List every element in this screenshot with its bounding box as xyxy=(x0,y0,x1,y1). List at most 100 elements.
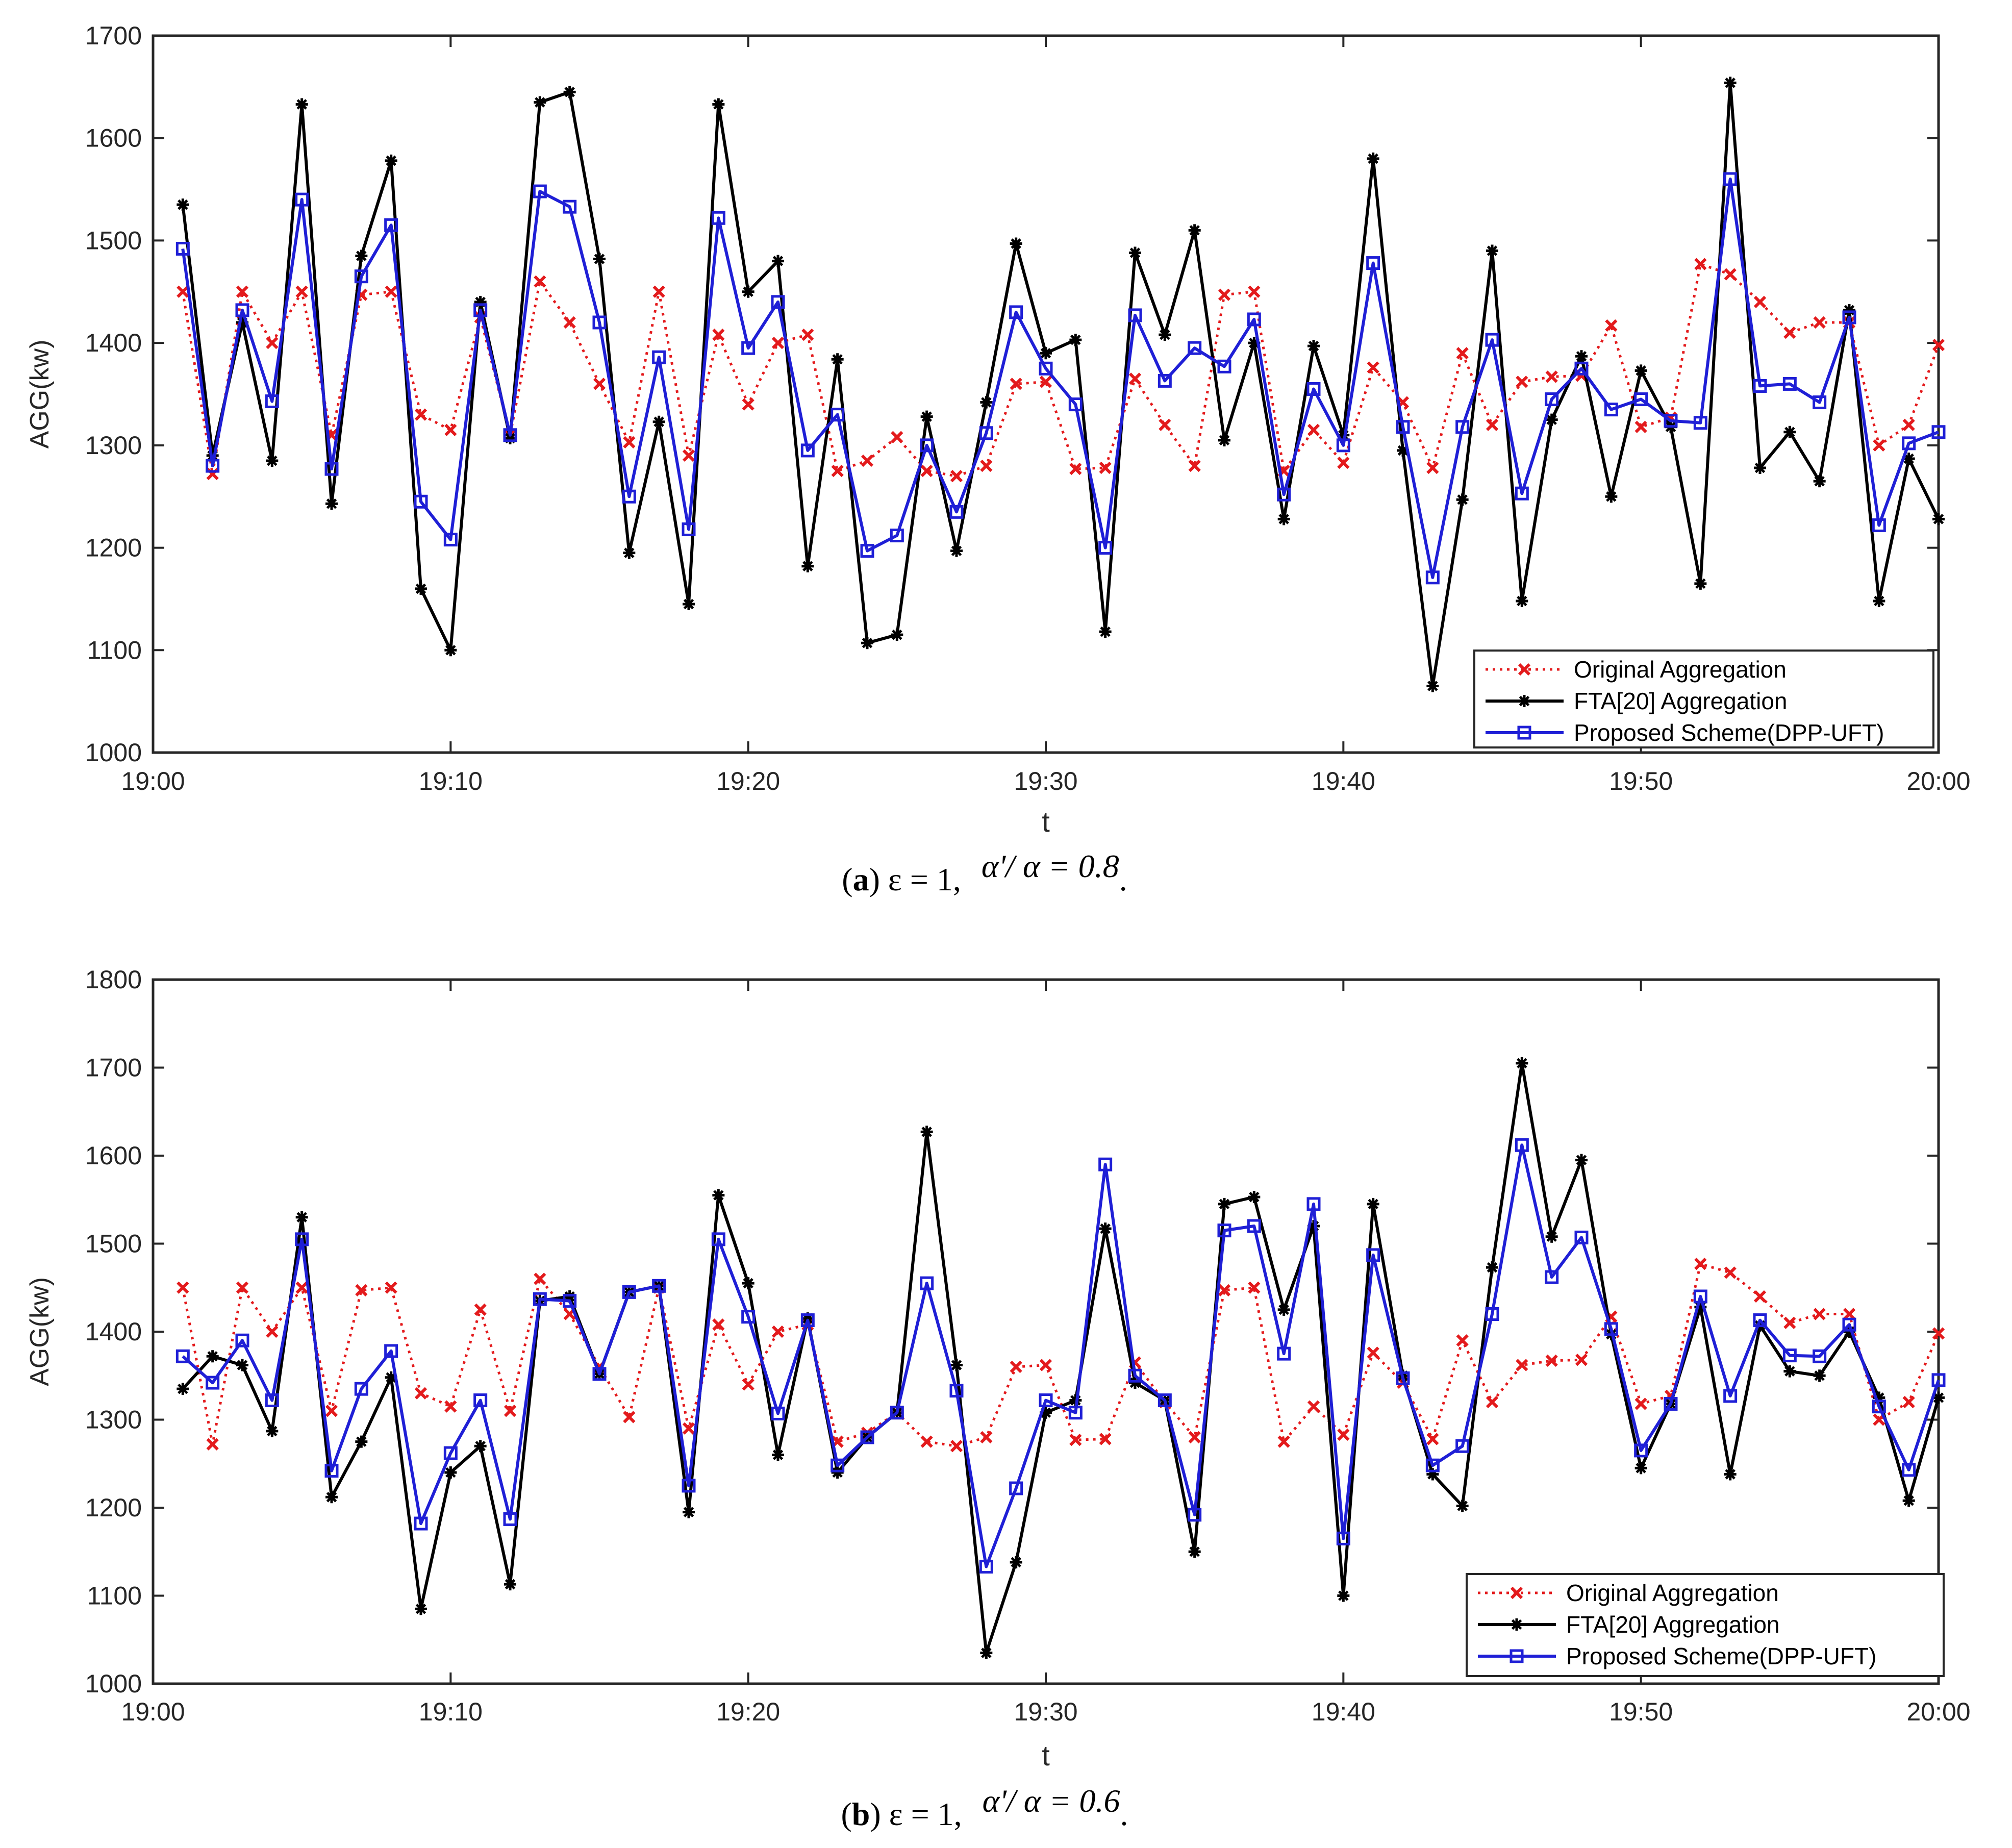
point-fta xyxy=(1634,364,1647,377)
point-proposed xyxy=(860,544,874,558)
point-proposed xyxy=(1336,1531,1350,1545)
y-tick-label: 1100 xyxy=(87,636,142,664)
caption-paren-close: ) xyxy=(870,1796,889,1832)
plot-area-frame xyxy=(152,34,1940,754)
plot-area-frame xyxy=(152,978,1940,1685)
x-tick-label: 19:30 xyxy=(1014,1697,1077,1726)
point-original xyxy=(1426,1433,1439,1445)
caption-paren-open: ( xyxy=(841,1796,851,1832)
point-original xyxy=(1188,459,1201,472)
point-original xyxy=(1367,1346,1379,1359)
point-original xyxy=(891,431,903,443)
point-proposed xyxy=(175,241,190,256)
axes-ticks-layer: 1000 1100 1200 1300 1400 1500 1600 1700 19:00 19:… xyxy=(85,21,1971,795)
point-fta xyxy=(772,255,784,267)
point-fta xyxy=(415,582,427,595)
point-proposed xyxy=(1574,1230,1589,1244)
point-original xyxy=(1277,1435,1290,1448)
x-tick-label: 19:40 xyxy=(1312,767,1375,795)
point-proposed xyxy=(354,269,368,284)
legend-label-proposed: Proposed Scheme(DPP-UFT) xyxy=(1574,719,1884,746)
point-fta xyxy=(1456,1500,1469,1512)
point-fta xyxy=(1337,1589,1350,1602)
point-fta xyxy=(474,295,487,308)
point-fta xyxy=(950,544,963,557)
point-proposed xyxy=(1425,570,1440,585)
point-proposed xyxy=(324,1464,339,1478)
point-proposed xyxy=(1098,541,1113,555)
point-original xyxy=(1813,316,1826,329)
point-proposed xyxy=(1217,1223,1231,1238)
point-original xyxy=(1486,418,1499,431)
point-original xyxy=(1694,1258,1707,1270)
legend-marker xyxy=(1518,663,1531,676)
point-fta xyxy=(1040,347,1052,360)
y-tick-label: 1000 xyxy=(85,738,142,767)
point-fta xyxy=(325,1491,338,1504)
series-line-proposed xyxy=(182,1143,1940,1568)
point-proposed xyxy=(682,522,696,536)
point-proposed xyxy=(979,426,993,440)
point-fta xyxy=(1248,1191,1261,1204)
point-fta xyxy=(355,249,368,262)
point-original xyxy=(266,337,279,349)
point-proposed xyxy=(622,1285,636,1299)
point-original xyxy=(295,1281,308,1294)
point-proposed xyxy=(414,1516,428,1531)
point-fta xyxy=(1873,594,1885,607)
legend-sample-proposed xyxy=(1478,1649,1556,1663)
point-original xyxy=(1902,418,1915,431)
x-axis-label: t xyxy=(1042,806,1050,838)
point-fta xyxy=(683,1506,695,1518)
point-fta xyxy=(861,637,873,650)
point-fta xyxy=(1754,462,1766,475)
series-layer xyxy=(175,1057,1946,1659)
point-proposed xyxy=(831,1458,845,1472)
y-tick-label: 1200 xyxy=(85,1493,142,1522)
point-fta xyxy=(1367,152,1379,165)
legend-sample-original xyxy=(1478,1586,1556,1600)
panel-caption-a: (a) ε = 1, α'/ α = 0.8. xyxy=(842,848,1127,897)
point-proposed xyxy=(1009,1481,1023,1495)
point-fta xyxy=(415,1603,427,1615)
point-fta xyxy=(831,353,844,366)
point-fta xyxy=(1010,1556,1022,1568)
point-fta xyxy=(266,454,279,467)
point-fta xyxy=(980,1646,993,1659)
point-original xyxy=(1218,288,1231,301)
point-fta xyxy=(1486,1261,1498,1274)
point-fta xyxy=(236,316,248,329)
point-proposed xyxy=(533,184,547,198)
point-proposed xyxy=(324,462,339,476)
point-fta xyxy=(1813,1369,1826,1382)
point-proposed xyxy=(1872,1400,1886,1414)
point-fta xyxy=(920,410,933,423)
point-fta xyxy=(1337,429,1350,441)
point-fta xyxy=(980,396,993,409)
legend-label-proposed: Proposed Scheme(DPP-UFT) xyxy=(1566,1643,1876,1669)
point-original xyxy=(980,1431,993,1444)
point-fta xyxy=(1248,337,1261,349)
point-proposed xyxy=(1396,1371,1410,1385)
point-fta xyxy=(1426,680,1439,692)
point-original xyxy=(266,1325,279,1338)
point-original xyxy=(1307,1400,1320,1413)
point-original xyxy=(1248,285,1261,298)
point-fta xyxy=(1634,1462,1647,1475)
point-proposed xyxy=(711,1232,725,1246)
point-original xyxy=(1753,1290,1767,1303)
point-proposed xyxy=(1277,487,1291,502)
point-original xyxy=(1456,1334,1469,1347)
legend-marker xyxy=(1510,1649,1524,1663)
point-fta xyxy=(1783,1365,1796,1378)
point-proposed xyxy=(1664,414,1678,428)
point-original xyxy=(1010,1360,1022,1373)
point-fta xyxy=(534,96,546,109)
legend-label-original: Original Aggregation xyxy=(1574,656,1787,683)
point-original xyxy=(1873,439,1885,452)
point-proposed xyxy=(1693,1289,1707,1304)
point-original xyxy=(771,1325,785,1338)
point-proposed xyxy=(1188,341,1202,355)
y-tick-label: 1000 xyxy=(85,1669,142,1698)
point-proposed xyxy=(265,1393,279,1408)
